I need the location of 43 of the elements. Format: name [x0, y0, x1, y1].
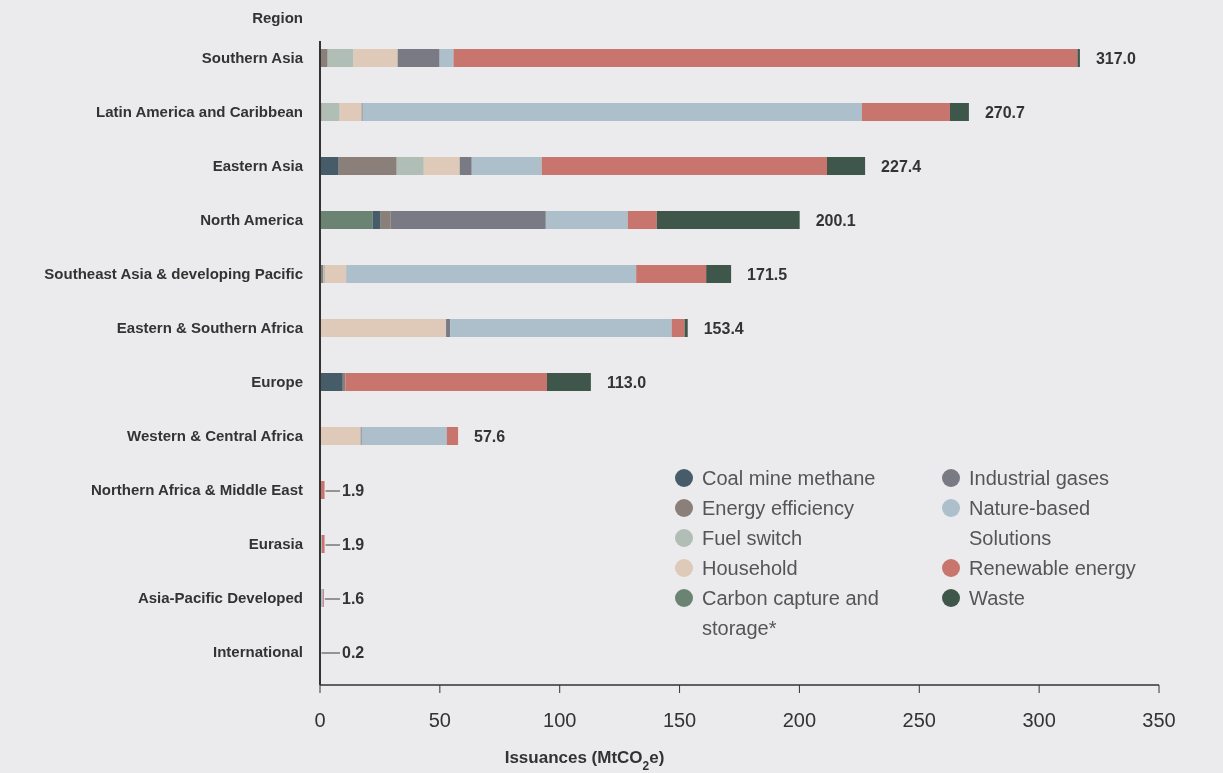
x-tick-label: 350: [1142, 709, 1176, 731]
legend-label: Industrial gases: [969, 467, 1110, 489]
x-tick-label: 200: [782, 709, 817, 731]
legend-label: Energy efficiency: [702, 497, 854, 519]
x-tick-label: 100: [543, 709, 577, 731]
total-label: 270.7: [984, 104, 1026, 121]
total-label: 57.6: [474, 428, 506, 445]
legend-label: Carbon capture and storage*: [702, 587, 879, 639]
total-label: 113.0: [606, 374, 647, 391]
x-tick-label: 150: [662, 709, 697, 731]
x-axis-title: Issuances (MtCO$_{2}$e): [504, 748, 665, 773]
y-axis-title: Region: [252, 9, 303, 26]
y-tick-label: Latin America and Caribbean: [96, 103, 303, 120]
y-tick-label: Southeast Asia & developing Pacific: [44, 265, 303, 282]
total-label: 0.2: [342, 644, 365, 661]
legend-label: Coal mine methane: [702, 467, 876, 489]
y-tick-label: Western & Central Africa: [127, 427, 304, 444]
total-label: 1.6: [342, 590, 365, 607]
legend-label: Nature-based Solutions: [969, 497, 1091, 549]
total-label: 153.4: [703, 320, 744, 337]
x-tick-label: 300: [1022, 709, 1056, 731]
y-tick-label: Eurasia: [248, 535, 304, 552]
y-tick-label: Northern Africa & Middle East: [91, 481, 303, 498]
total-label: 171.5: [747, 266, 788, 283]
total-label: 317.0: [1095, 50, 1137, 67]
x-tick-label: 250: [902, 709, 936, 731]
y-tick-label: Europe: [251, 373, 303, 390]
y-tick-label: International: [212, 643, 303, 660]
y-tick-label: North America: [200, 211, 304, 228]
total-label: 227.4: [881, 158, 922, 175]
total-label: 200.1: [815, 212, 856, 229]
total-label: 1.9: [342, 482, 365, 499]
y-tick-label: Asia-Pacific Developed: [137, 589, 303, 606]
legend-label: Fuel switch: [702, 527, 803, 549]
y-tick-label: Southern Asia: [201, 49, 304, 66]
legend-label: Waste: [969, 587, 1025, 609]
x-tick-label: 50: [428, 709, 451, 731]
legend-label: Household: [702, 557, 798, 579]
y-tick-label: Eastern Asia: [212, 157, 304, 174]
total-label: 1.9: [342, 536, 365, 553]
x-tick-label: 0: [314, 709, 326, 731]
legend-label: Renewable energy: [969, 557, 1136, 579]
y-tick-label: Eastern & Southern Africa: [116, 319, 304, 336]
